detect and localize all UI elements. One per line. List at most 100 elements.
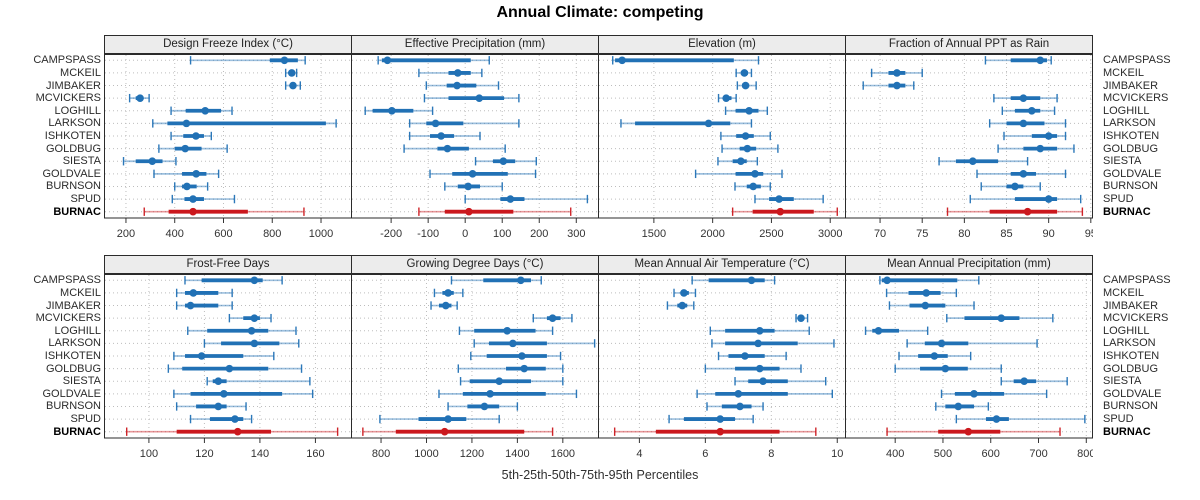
- panel-effective-precipitation-mm: -200 -100 0 100 200 300: [351, 54, 599, 240]
- percentile-row-spud: [969, 194, 1082, 204]
- median-dot-burnson: [464, 182, 472, 191]
- percentile-row-ishkoten: [408, 131, 481, 141]
- median-dot-burnac: [716, 427, 724, 436]
- site-label-siesta: SIESTA: [62, 375, 101, 388]
- percentile-row-siesta: [474, 157, 537, 166]
- x-tick-label: 1400: [505, 448, 529, 460]
- median-dot-siesta: [759, 377, 767, 386]
- percentile-row-mcvickers: [795, 313, 809, 323]
- median-dot-mckeil: [893, 69, 901, 77]
- panel-mean-annual-precipitation-mm: 400 500 600 700 800: [845, 274, 1093, 460]
- site-label-mcvickers: MCVICKERS: [1103, 92, 1169, 105]
- site-label-goldbug: GOLDBUG: [1103, 362, 1159, 375]
- x-tick-label: 85: [1000, 228, 1012, 240]
- percentile-row-jimbaker: [736, 81, 757, 90]
- site-label-goldvale: GOLDVALE: [1103, 387, 1162, 400]
- x-tick-label: -200: [380, 228, 402, 240]
- site-label-loghill: LOGHILL: [1103, 324, 1150, 337]
- x-tick-label: 800: [263, 228, 281, 240]
- median-dot-goldvale: [192, 170, 200, 178]
- percentile-row-mcvickers: [128, 93, 150, 103]
- site-label-mcvickers: MCVICKERS: [1103, 312, 1169, 325]
- percentile-row-mcvickers: [228, 313, 272, 323]
- percentile-row-loghill: [709, 326, 810, 335]
- percentile-row-mckeil: [885, 288, 958, 298]
- site-label-loghill: LOGHILL: [54, 104, 101, 117]
- median-dot-mckeil: [287, 69, 296, 77]
- site-label-mckeil: MCKEIL: [60, 66, 101, 79]
- median-dot-mckeil: [680, 289, 688, 297]
- median-dot-mcvickers: [997, 314, 1006, 322]
- median-dot-mcvickers: [250, 314, 259, 322]
- median-dot-siesta: [499, 157, 508, 166]
- site-label-siesta: SIESTA: [62, 155, 101, 168]
- percentile-row-siesta: [734, 377, 827, 386]
- site-label-ishkoten: ISHKOTEN: [1103, 350, 1160, 362]
- site-label-spud: SPUD: [70, 413, 101, 426]
- median-dot-larkson: [250, 339, 259, 348]
- percentile-row-burnac: [418, 207, 572, 216]
- percentile-row-ishkoten: [720, 131, 771, 141]
- panel-elevation-m: 1500 2000 2500 3000: [598, 54, 846, 240]
- percentile-row-burnson: [734, 182, 771, 191]
- median-dot-goldvale: [468, 170, 477, 178]
- site-label-burnson: BURNSON: [1103, 400, 1159, 413]
- median-dot-campspass: [747, 276, 756, 285]
- median-dot-ishkoten: [1044, 132, 1053, 140]
- percentile-row-campspass: [612, 56, 760, 65]
- median-dot-burnac: [440, 427, 449, 436]
- x-tick-label: 1000: [309, 228, 333, 240]
- median-dot-spud: [506, 195, 515, 203]
- percentile-row-larkson: [473, 339, 596, 348]
- x-tick-label: 80: [958, 228, 970, 240]
- percentile-row-jimbaker: [284, 81, 301, 90]
- x-tick-label: 500: [934, 448, 952, 460]
- site-label-burnson: BURNSON: [45, 400, 101, 413]
- x-tick-label: 8: [768, 448, 774, 460]
- percentile-row-goldvale: [694, 169, 783, 179]
- median-dot-burnson: [736, 402, 744, 411]
- percentile-row-burnac: [613, 427, 817, 436]
- x-tick-label: 400: [166, 228, 184, 240]
- percentile-row-campspass: [184, 276, 283, 285]
- site-label-jimbaker: JIMBAKER: [45, 79, 101, 92]
- median-dot-spud: [716, 415, 724, 423]
- panel-fraction-of-annual-ppt-as-rain: 70 75 80 85 90 95: [845, 54, 1093, 240]
- median-dot-spud: [231, 415, 239, 423]
- median-dot-jimbaker: [453, 81, 461, 90]
- site-label-burnac: BURNAC: [53, 425, 101, 438]
- median-dot-siesta: [1020, 377, 1028, 386]
- median-dot-jimbaker: [442, 301, 450, 310]
- median-dot-mcvickers: [722, 94, 730, 102]
- site-label-campspass: CAMPSPASS: [1103, 274, 1171, 287]
- percentile-row-jimbaker: [888, 301, 975, 310]
- panel-growing-degree-days-c: 800 1000 1200 1400 1600: [351, 274, 599, 460]
- median-dot-goldvale: [486, 390, 494, 398]
- site-label-mcvickers: MCVICKERS: [35, 312, 101, 325]
- panel-strip-mean-annual-precipitation-mm: Mean Annual Precipitation (mm): [845, 255, 1093, 274]
- median-dot-mckeil: [922, 289, 931, 297]
- x-tick-label: 700: [1029, 448, 1047, 460]
- percentile-row-jimbaker: [425, 81, 500, 90]
- percentile-row-campspass: [879, 276, 980, 285]
- median-dot-siesta: [214, 377, 223, 386]
- panel-design-freeze-index-c: 200 400 600 800 1000: [104, 54, 352, 240]
- x-tick-label: 1600: [551, 448, 575, 460]
- median-dot-burnac: [465, 207, 473, 216]
- percentile-row-spud: [171, 194, 236, 204]
- median-dot-larkson: [1019, 119, 1028, 128]
- median-dot-goldvale: [751, 170, 759, 178]
- percentile-row-goldbug: [158, 144, 228, 153]
- median-dot-larkson: [704, 119, 713, 128]
- panel-strip-growing-degree-days-c: Growing Degree Days (°C): [351, 255, 599, 274]
- site-label-goldbug: GOLDBUG: [45, 142, 101, 155]
- x-tick-label: 600: [982, 448, 1000, 460]
- percentiles-caption: 5th-25th-50th-75th-95th Percentiles: [501, 468, 699, 482]
- median-dot-mcvickers: [475, 94, 484, 102]
- site-label-larkson: LARKSON: [48, 117, 101, 130]
- x-tick-label: 4: [636, 448, 642, 460]
- site-label-burnson: BURNSON: [1103, 180, 1159, 193]
- percentile-row-burnson: [935, 402, 990, 411]
- site-label-siesta: SIESTA: [1103, 375, 1142, 388]
- x-tick-label: 600: [214, 228, 232, 240]
